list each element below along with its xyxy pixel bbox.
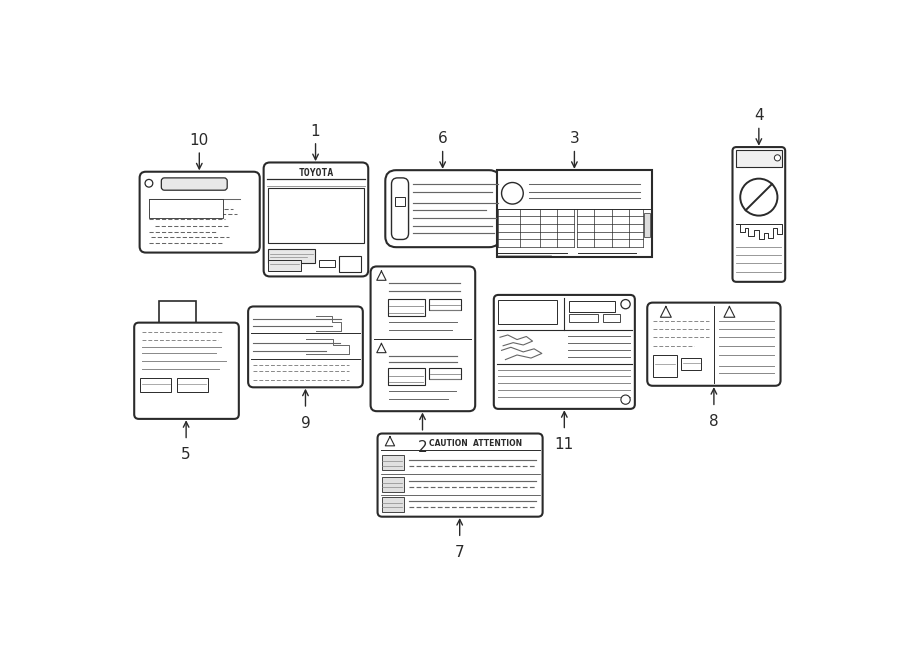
Circle shape (501, 182, 523, 204)
Bar (388, 299, 425, 316)
Bar (569, 314, 598, 322)
Text: 11: 11 (554, 438, 574, 452)
FancyBboxPatch shape (378, 434, 543, 517)
Bar (735, 150, 782, 167)
Bar (382, 455, 404, 471)
Circle shape (621, 299, 630, 309)
FancyBboxPatch shape (161, 178, 227, 190)
FancyBboxPatch shape (140, 172, 260, 253)
FancyBboxPatch shape (647, 303, 780, 386)
Text: TOYOTA: TOYOTA (298, 169, 334, 178)
Bar (644, 213, 650, 237)
FancyBboxPatch shape (371, 266, 475, 411)
Bar (338, 256, 361, 272)
Bar (268, 260, 301, 271)
Text: CAUTION  ATTENTION: CAUTION ATTENTION (428, 439, 522, 448)
Bar (428, 299, 461, 309)
Text: 10: 10 (190, 133, 209, 148)
Text: 4: 4 (754, 108, 764, 123)
Text: 3: 3 (570, 132, 580, 146)
Text: 2: 2 (418, 440, 428, 455)
Text: 6: 6 (437, 132, 447, 146)
Text: 1: 1 (310, 124, 320, 139)
FancyBboxPatch shape (264, 163, 368, 276)
Bar (382, 496, 404, 512)
Bar (653, 355, 677, 377)
Bar (140, 378, 171, 392)
Bar (394, 197, 406, 206)
Bar (569, 301, 616, 312)
Bar (681, 358, 701, 370)
Bar (603, 314, 620, 322)
Circle shape (774, 155, 780, 161)
Bar (497, 170, 652, 257)
Bar (159, 301, 196, 330)
Text: 7: 7 (454, 545, 464, 560)
Bar (148, 199, 222, 218)
FancyBboxPatch shape (385, 170, 500, 247)
FancyBboxPatch shape (392, 178, 409, 239)
Bar (268, 188, 364, 243)
Circle shape (740, 178, 778, 215)
FancyBboxPatch shape (248, 307, 363, 387)
Bar (499, 299, 556, 324)
Bar (268, 249, 315, 262)
Bar (382, 477, 404, 492)
FancyBboxPatch shape (134, 323, 238, 419)
Text: 9: 9 (301, 416, 310, 431)
Bar (320, 260, 335, 267)
Bar (388, 368, 425, 385)
Text: 5: 5 (181, 447, 191, 463)
Bar (428, 368, 461, 379)
Circle shape (621, 395, 630, 405)
Text: 8: 8 (709, 414, 719, 429)
Bar (176, 378, 208, 392)
Circle shape (145, 179, 153, 187)
FancyBboxPatch shape (733, 147, 785, 282)
FancyBboxPatch shape (494, 295, 634, 409)
